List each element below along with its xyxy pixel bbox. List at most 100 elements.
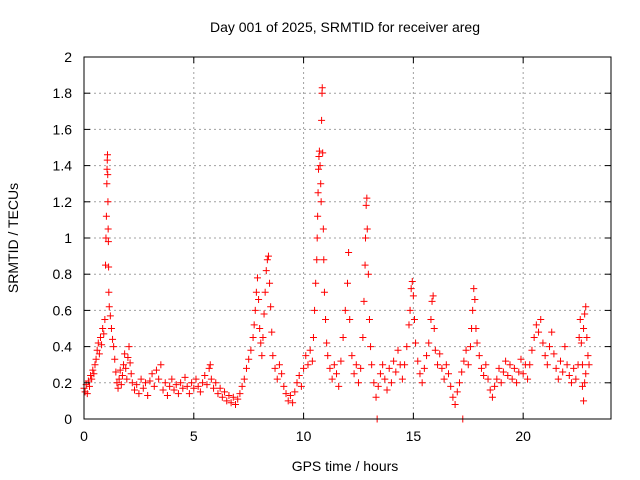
data-point <box>94 339 102 347</box>
data-point <box>447 382 455 390</box>
data-point <box>575 334 583 342</box>
data-point <box>286 391 294 399</box>
data-point <box>212 379 220 387</box>
data-point <box>497 379 505 387</box>
data-point <box>179 384 187 392</box>
data-point <box>410 315 418 323</box>
data-point <box>357 364 365 372</box>
data-point <box>335 382 343 390</box>
data-point <box>350 370 358 378</box>
data-point <box>543 361 551 369</box>
data-point <box>548 328 556 336</box>
data-point <box>453 388 461 396</box>
data-point <box>255 296 263 304</box>
data-point <box>361 261 369 269</box>
data-point <box>552 364 560 372</box>
data-point <box>282 390 290 398</box>
data-point <box>196 388 204 396</box>
data-point <box>412 339 420 347</box>
data-point <box>257 339 265 347</box>
data-point <box>582 303 590 311</box>
data-point <box>104 171 112 179</box>
data-point <box>323 339 331 347</box>
y-tick-label: 0.8 <box>53 266 73 282</box>
data-point <box>105 288 113 296</box>
data-point <box>313 256 321 264</box>
data-point <box>320 288 328 296</box>
data-point <box>333 370 341 378</box>
data-point <box>537 315 545 323</box>
data-point <box>341 306 349 314</box>
data-point <box>466 343 474 351</box>
y-tick-label: 0.6 <box>53 302 73 318</box>
data-point <box>166 382 174 390</box>
data-point <box>428 297 436 305</box>
data-point <box>260 310 268 318</box>
data-point <box>88 375 96 383</box>
data-point <box>425 339 433 347</box>
data-point <box>324 352 332 360</box>
y-tick-label: 0 <box>64 411 72 427</box>
data-point <box>546 343 554 351</box>
x-tick-label: 20 <box>515 428 531 444</box>
data-point <box>267 303 275 311</box>
data-point <box>105 303 113 311</box>
data-point <box>315 165 323 173</box>
data-point <box>201 372 209 380</box>
data-point <box>493 375 501 383</box>
data-point <box>306 346 314 354</box>
data-point <box>472 325 480 332</box>
data-point <box>449 393 457 401</box>
data-point <box>556 357 564 365</box>
data-point <box>499 368 507 376</box>
data-point <box>139 384 147 392</box>
data-point <box>144 391 152 399</box>
data-point <box>581 310 589 318</box>
data-point <box>360 297 368 305</box>
data-point <box>430 325 438 332</box>
data-point <box>580 397 588 405</box>
data-point <box>188 379 196 387</box>
data-point <box>470 285 478 293</box>
data-point <box>161 379 169 387</box>
data-point <box>359 334 367 342</box>
data-point <box>206 361 214 369</box>
data-point <box>258 352 266 360</box>
data-point <box>109 335 117 343</box>
data-point <box>541 352 549 360</box>
data-point <box>550 350 558 358</box>
data-point <box>429 292 437 300</box>
data-point <box>387 379 395 387</box>
data-point <box>275 361 283 369</box>
data-point <box>354 379 362 387</box>
data-point <box>451 401 459 409</box>
data-point <box>394 346 402 354</box>
data-point <box>284 397 292 405</box>
data-point <box>352 361 360 369</box>
data-point <box>216 384 224 392</box>
data-point <box>99 325 107 332</box>
data-point <box>84 377 92 385</box>
data-point <box>266 279 274 287</box>
data-point <box>89 366 97 374</box>
data-point <box>363 225 371 233</box>
data-point <box>423 352 431 360</box>
data-point <box>524 375 532 383</box>
data-point <box>320 256 328 264</box>
data-point <box>326 364 334 372</box>
data-point <box>115 375 123 383</box>
data-point <box>269 352 277 360</box>
x-tick-label: 5 <box>190 428 198 444</box>
y-tick-label: 2 <box>64 49 72 65</box>
data-point <box>245 355 253 363</box>
data-point <box>152 366 160 374</box>
data-point <box>581 379 589 387</box>
data-point <box>100 330 108 338</box>
y-tick-label: 1.4 <box>53 158 73 174</box>
data-point <box>262 267 270 275</box>
data-point <box>567 379 575 387</box>
data-point <box>460 357 468 365</box>
data-point <box>280 382 288 390</box>
data-point <box>383 386 391 394</box>
